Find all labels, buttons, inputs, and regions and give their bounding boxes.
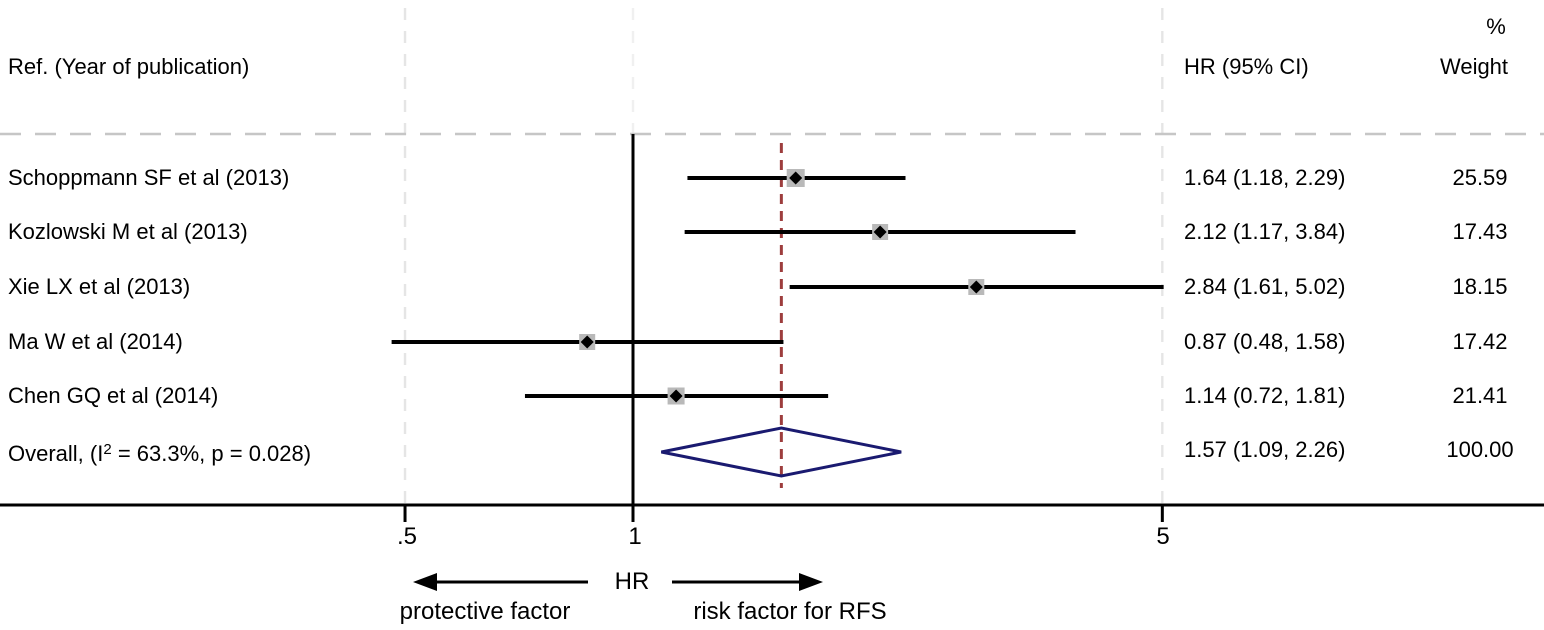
- overall-hr-ci-value: 1.57 (1.09, 2.26): [1184, 437, 1346, 462]
- study-hr-ci-value: 2.12 (1.17, 3.84): [1184, 219, 1346, 244]
- point-estimate-marker: [669, 389, 683, 403]
- x-tick-label-05: .5: [396, 523, 418, 550]
- overall-weight-value: 100.00: [1446, 437, 1514, 462]
- overall-label: Overall, (I2 = 63.3%, p = 0.028): [8, 437, 311, 467]
- study-hr-ci-value: 1.14 (0.72, 1.81): [1184, 383, 1346, 408]
- overall-diamond: [661, 426, 902, 478]
- protective-factor-label: protective factor: [399, 598, 571, 625]
- overall-label-superscript: 2: [103, 441, 112, 458]
- study-hr-ci-value: 2.84 (1.61, 5.02): [1184, 274, 1346, 299]
- study-weight-value: 17.43: [1452, 219, 1508, 244]
- study-label: Xie LX et al (2013): [8, 274, 191, 299]
- percent-column-header: %: [1486, 14, 1506, 39]
- left-arrow-head-icon: [413, 573, 437, 591]
- ref-column-header: Ref. (Year of publication): [8, 54, 250, 79]
- overall-label-text: Overall, (I: [8, 441, 104, 466]
- study-hr-ci-value: 0.87 (0.48, 1.58): [1184, 329, 1346, 354]
- study-weight-value: 25.59: [1452, 165, 1508, 190]
- hr-ci-column-header: HR (95% CI): [1184, 54, 1309, 79]
- study-label: Schoppmann SF et al (2013): [8, 165, 290, 190]
- point-estimate-marker: [873, 225, 887, 239]
- x-axis-title: HR: [614, 568, 650, 595]
- study-label: Ma W et al (2014): [8, 329, 183, 354]
- study-weight-value: 18.15: [1452, 274, 1508, 299]
- right-arrow-head-icon: [799, 573, 823, 591]
- study-label: Chen GQ et al (2014): [8, 383, 219, 408]
- x-tick-label-5: 5: [1156, 523, 1170, 550]
- point-estimate-marker: [789, 171, 803, 185]
- overall-label-text-end: = 63.3%, p = 0.028): [111, 441, 312, 466]
- point-estimate-marker: [580, 335, 594, 349]
- point-estimate-marker: [969, 280, 983, 294]
- study-weight-value: 21.41: [1452, 383, 1508, 408]
- study-label: Kozlowski M et al (2013): [8, 219, 248, 244]
- weight-column-header: Weight: [1439, 54, 1509, 79]
- x-tick-label-1: 1: [628, 523, 642, 550]
- study-hr-ci-value: 1.64 (1.18, 2.29): [1184, 165, 1346, 190]
- study-weight-value: 17.42: [1452, 329, 1508, 354]
- risk-factor-label: risk factor for RFS: [693, 598, 887, 625]
